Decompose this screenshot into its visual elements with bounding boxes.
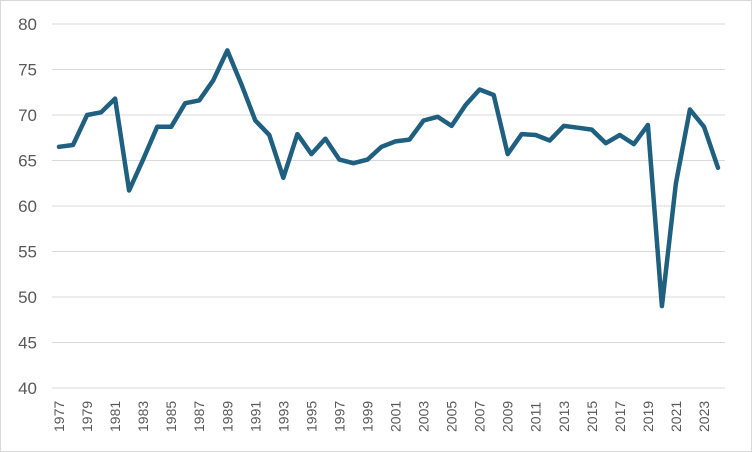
y-tick-label: 45 [18,334,37,353]
x-tick-label: 2003 [416,401,432,432]
x-tick-label: 1981 [107,401,123,432]
y-tick-label: 75 [18,61,37,80]
x-tick-label: 2013 [556,401,572,432]
x-tick-label: 1983 [135,401,151,432]
x-tick-label: 1985 [163,401,179,432]
x-tick-label: 2007 [472,401,488,432]
x-tick-label: 1995 [303,401,319,432]
x-tick-label: 2019 [640,401,656,432]
x-tick-label: 2005 [444,401,460,432]
y-tick-label: 65 [18,152,37,171]
x-tick-label: 2017 [612,401,628,432]
x-tick-label: 1991 [247,401,263,432]
y-tick-label: 55 [18,243,37,262]
x-tick-label: 1987 [191,401,207,432]
x-tick-label: 1997 [331,401,347,432]
x-tick-label: 1993 [275,401,291,432]
x-tick-label: 2015 [584,401,600,432]
y-tick-label: 70 [18,106,37,125]
x-tick-label: 1977 [51,401,67,432]
x-tick-label: 2023 [696,401,712,432]
gridlines [52,23,725,389]
series-lines [56,48,721,309]
x-tick-label: 2011 [528,402,544,432]
x-tick-label: 2009 [500,401,516,432]
series-line-0 [56,48,721,309]
x-tick-label: 1979 [79,401,95,432]
y-tick-label: 50 [18,288,37,307]
y-tick-label: 40 [18,379,37,398]
y-tick-label: 60 [18,197,37,216]
x-tick-label: 1989 [219,401,235,432]
x-axis-ticks: 1977 1979 1981 1983 1985 1987 1989 1991 1993 1995… [51,401,712,432]
x-tick-label: 2001 [388,401,404,432]
x-tick-label: 2021 [668,401,684,432]
y-tick-label: 80 [18,15,37,34]
x-tick-label: 1999 [359,401,375,432]
y-axis-ticks: 40 45 50 55 60 65 70 75 80 [18,15,37,398]
